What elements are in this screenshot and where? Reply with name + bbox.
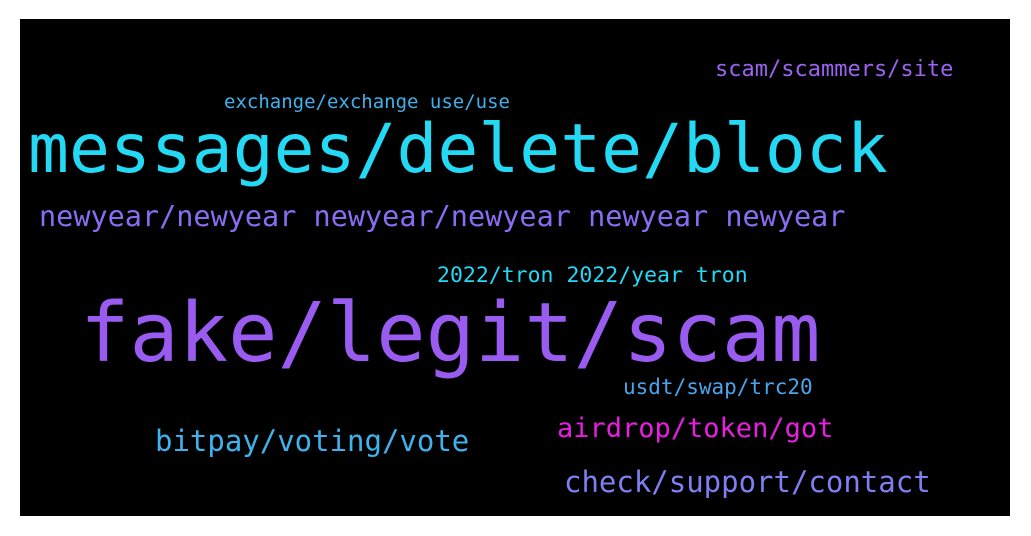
word-exchange-use: exchange/exchange use/use [224,91,510,113]
word-2022-tron: 2022/tron 2022/year tron [437,263,748,288]
word-fake-legit-scam: fake/legit/scam [80,286,821,381]
word-check-support-contact: check/support/contact [564,465,931,499]
word-airdrop-token-got: airdrop/token/got [557,413,834,444]
word-usdt-swap-trc20: usdt/swap/trc20 [623,375,813,399]
word-messages-delete-block: messages/delete/block [28,110,888,189]
word-cloud-canvas: scam/scammers/site exchange/exchange use… [20,19,1010,516]
word-newyear: newyear/newyear newyear/newyear newyear … [39,200,846,233]
word-scam-scammers-site: scam/scammers/site [715,57,954,82]
word-bitpay-voting-vote: bitpay/voting/vote [155,424,470,458]
